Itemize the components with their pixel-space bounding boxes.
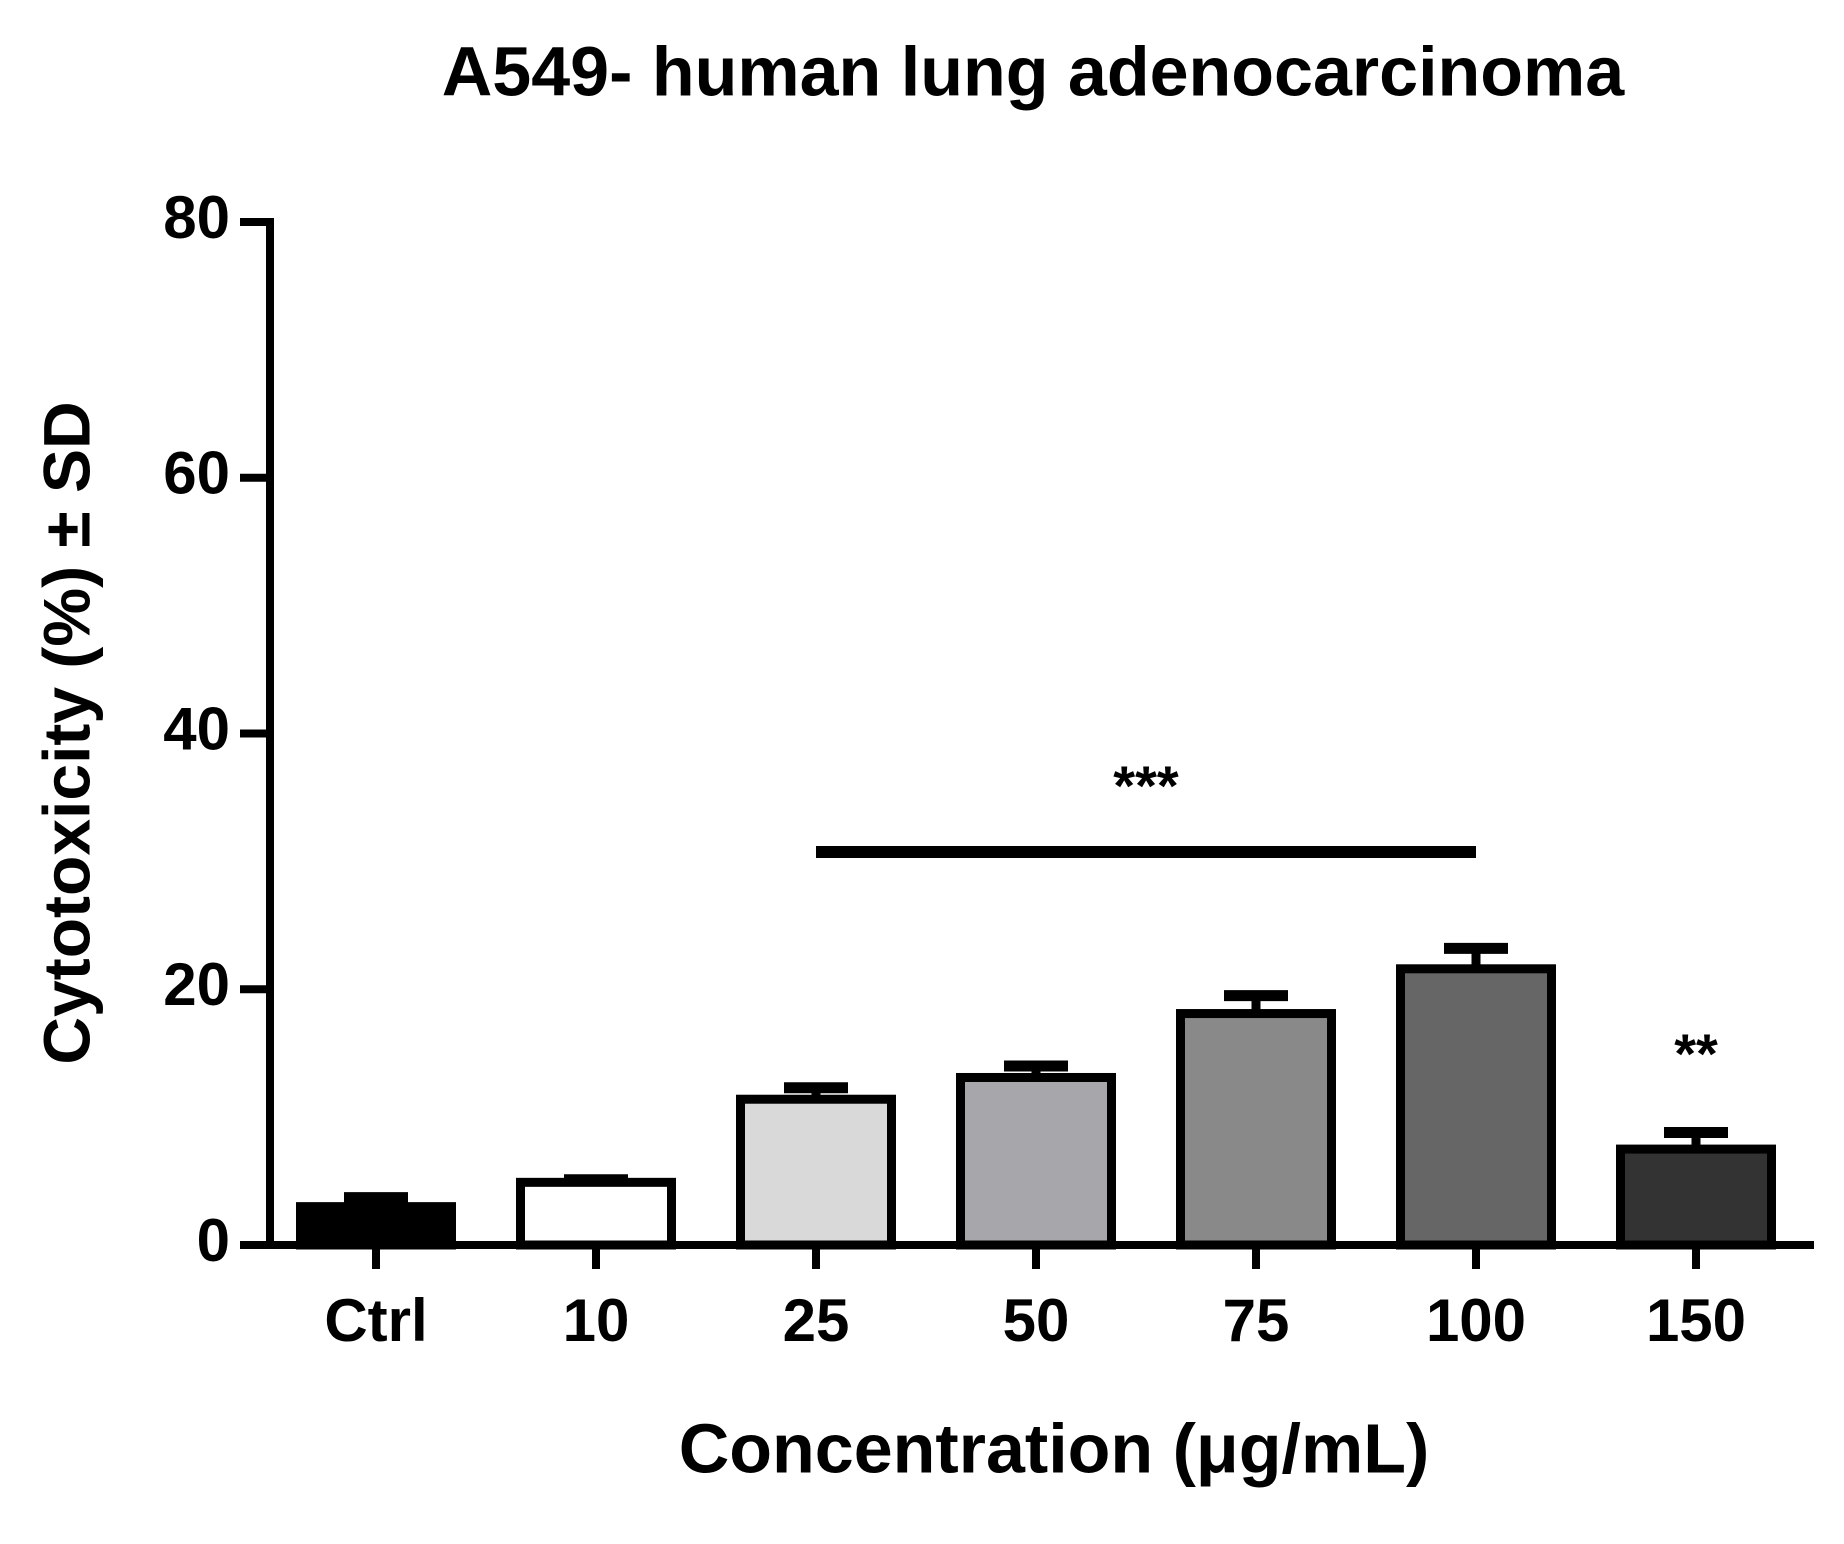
annotation: ** bbox=[1674, 1022, 1718, 1085]
bar bbox=[736, 1094, 896, 1250]
x-axis-label: Concentration (μg/mL) bbox=[679, 1409, 1430, 1487]
x-tick-label: 75 bbox=[1223, 1287, 1290, 1354]
x-tick-label: 50 bbox=[1003, 1287, 1070, 1354]
bar bbox=[1616, 1144, 1776, 1250]
bar bbox=[956, 1072, 1116, 1250]
bar bbox=[1396, 964, 1556, 1250]
y-tick-label: 40 bbox=[163, 695, 230, 762]
y-axis-label: Cytotoxicity (%) ± SD bbox=[29, 401, 103, 1064]
bar bbox=[296, 1202, 456, 1250]
x-tick-label: 100 bbox=[1426, 1287, 1526, 1354]
x-tick-label: 10 bbox=[563, 1287, 630, 1354]
bar bbox=[1176, 1009, 1336, 1250]
annotation: *** bbox=[1113, 754, 1179, 817]
chart-title: A549- human lung adenocarcinoma bbox=[442, 32, 1626, 110]
y-tick-label: 80 bbox=[163, 184, 230, 251]
y-tick-label: 60 bbox=[163, 440, 230, 507]
x-tick-label: 150 bbox=[1646, 1287, 1746, 1354]
y-tick-label: 20 bbox=[163, 951, 230, 1018]
bar bbox=[516, 1177, 676, 1250]
y-tick-label: 0 bbox=[197, 1207, 230, 1274]
x-tick-label: 25 bbox=[783, 1287, 850, 1354]
x-tick-label: Ctrl bbox=[324, 1287, 427, 1354]
